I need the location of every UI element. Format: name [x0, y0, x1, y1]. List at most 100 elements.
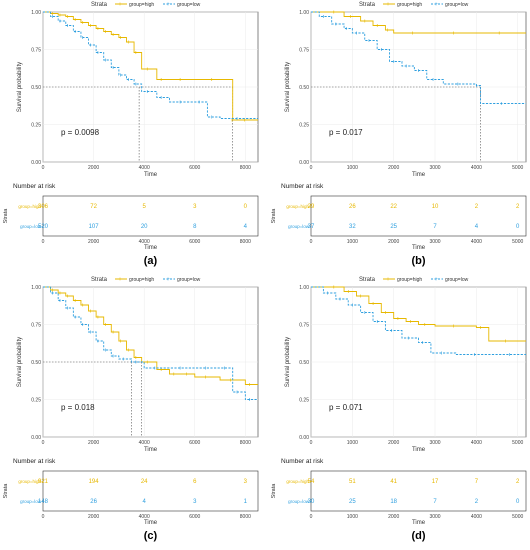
risk-value: 41	[390, 479, 397, 485]
risk-table-area	[311, 196, 526, 236]
y-tick-label: 0.50	[31, 85, 41, 91]
x-tick-label: 5000	[512, 165, 523, 171]
x-tick-label: 3000	[429, 165, 440, 171]
y-axis-label: Survival probability	[285, 62, 291, 112]
x-tick-label: 0	[42, 440, 45, 446]
risk-x-tick-label: 8000	[240, 514, 251, 520]
x-axis-label: Time	[144, 172, 158, 178]
risk-row-label: group=low	[288, 499, 310, 504]
x-tick-label: 1000	[347, 165, 358, 171]
risk-x-tick-label: 5000	[512, 239, 523, 245]
x-tick-label: 5000	[512, 440, 523, 446]
risk-x-axis-label: Time	[412, 245, 426, 251]
risk-table: Number at riskgroup=high54 51 41 17 7 2group=…	[271, 458, 526, 526]
risk-value: 72	[90, 204, 97, 210]
risk-x-tick-label: 2000	[88, 239, 99, 245]
km-panel-3: Strata + group=high + group=low 0 2000 4000 6000…	[3, 277, 258, 542]
x-tick-label: 1000	[347, 440, 358, 446]
x-tick-label: 4000	[471, 440, 482, 446]
risk-row-label: group=high	[286, 204, 309, 209]
risk-value: 25	[390, 224, 397, 230]
risk-x-tick-label: 3000	[429, 239, 440, 245]
risk-x-tick-label: 1000	[347, 239, 358, 245]
risk-value: 26	[349, 204, 356, 210]
legend-entry-1: group=high	[129, 277, 154, 283]
km-panel-2: Strata + group=high + group=low 0 1000 2000 3000…	[271, 2, 526, 267]
risk-x-tick-label: 2000	[388, 514, 399, 520]
x-tick-label: 2000	[388, 165, 399, 171]
legend-entry-1: group=high	[397, 277, 422, 283]
risk-value: 10	[432, 204, 439, 210]
legend-key-plus-1: +	[118, 2, 122, 8]
risk-x-tick-label: 0	[310, 239, 313, 245]
legend-title: Strata	[91, 277, 108, 283]
p-value: p = 0.0098	[61, 128, 100, 137]
y-tick-label: 0.75	[299, 47, 309, 53]
x-tick-label: 4000	[139, 440, 150, 446]
risk-value: 25	[349, 499, 356, 505]
risk-x-tick-label: 0	[42, 514, 45, 520]
x-tick-label: 2000	[388, 440, 399, 446]
risk-x-tick-label: 5000	[512, 514, 523, 520]
risk-value: 306	[38, 204, 49, 210]
x-tick-label: 8000	[240, 165, 251, 171]
risk-table-area	[43, 196, 258, 236]
x-tick-label: 2000	[88, 440, 99, 446]
risk-table-area	[311, 471, 526, 511]
legend-key-plus-1: +	[386, 277, 390, 283]
x-tick-label: 4000	[471, 165, 482, 171]
x-tick-label: 0	[310, 440, 313, 446]
legend: Strata + group=high + group=low	[359, 2, 469, 8]
x-axis-label: Time	[412, 172, 426, 178]
y-axis-label: Survival probability	[17, 62, 23, 112]
risk-value: 18	[390, 499, 397, 505]
p-value: p = 0.017	[329, 128, 363, 137]
x-tick-label: 4000	[139, 165, 150, 171]
legend-entry-1: group=high	[129, 2, 154, 8]
risk-x-tick-label: 3000	[429, 514, 440, 520]
x-tick-label: 6000	[189, 165, 200, 171]
p-value: p = 0.018	[61, 403, 95, 412]
risk-value: 29	[308, 204, 315, 210]
x-tick-label: 0	[310, 165, 313, 171]
risk-y-title: Strata	[271, 483, 277, 499]
risk-value: 22	[390, 204, 397, 210]
y-axis-label: Survival probability	[17, 337, 23, 387]
legend-entry-2: group=low	[177, 277, 201, 283]
risk-value: 107	[89, 224, 100, 230]
risk-table-area	[43, 471, 258, 511]
risk-table: Number at riskgroup=high921 194 24 6 3group=…	[3, 458, 258, 526]
x-tick-label: 6000	[189, 440, 200, 446]
risk-value: 20	[141, 224, 148, 230]
risk-y-title: Strata	[271, 208, 277, 224]
y-tick-label: 0.75	[31, 47, 41, 53]
risk-x-tick-label: 4000	[471, 239, 482, 245]
y-tick-label: 0.75	[299, 322, 309, 328]
risk-x-axis-label: Time	[144, 520, 158, 526]
y-tick-label: 0.00	[299, 160, 309, 166]
panel-label: (c)	[144, 530, 158, 542]
y-tick-label: 1.00	[31, 285, 41, 291]
risk-x-tick-label: 4000	[471, 514, 482, 520]
legend-key-plus-2: +	[166, 2, 170, 8]
risk-value: 24	[141, 479, 148, 485]
y-tick-label: 0.75	[31, 322, 41, 328]
risk-x-tick-label: 6000	[189, 514, 200, 520]
y-tick-label: 0.50	[299, 360, 309, 366]
legend-entry-2: group=low	[445, 2, 469, 8]
risk-value: 17	[432, 479, 439, 485]
panel-label: (b)	[411, 255, 425, 267]
legend-key-plus-2: +	[434, 2, 438, 8]
y-tick-label: 0.50	[299, 85, 309, 91]
x-tick-label: 0	[42, 165, 45, 171]
risk-value: 32	[349, 224, 356, 230]
y-axis-label: Survival probability	[285, 337, 291, 387]
legend-key-plus-1: +	[386, 2, 390, 8]
y-tick-label: 1.00	[31, 10, 41, 16]
panel-label: (d)	[411, 530, 425, 542]
panel-label: (a)	[144, 255, 158, 267]
y-tick-label: 0.00	[299, 435, 309, 441]
risk-x-tick-label: 2000	[88, 514, 99, 520]
y-tick-label: 1.00	[299, 285, 309, 291]
risk-value: 30	[308, 499, 315, 505]
